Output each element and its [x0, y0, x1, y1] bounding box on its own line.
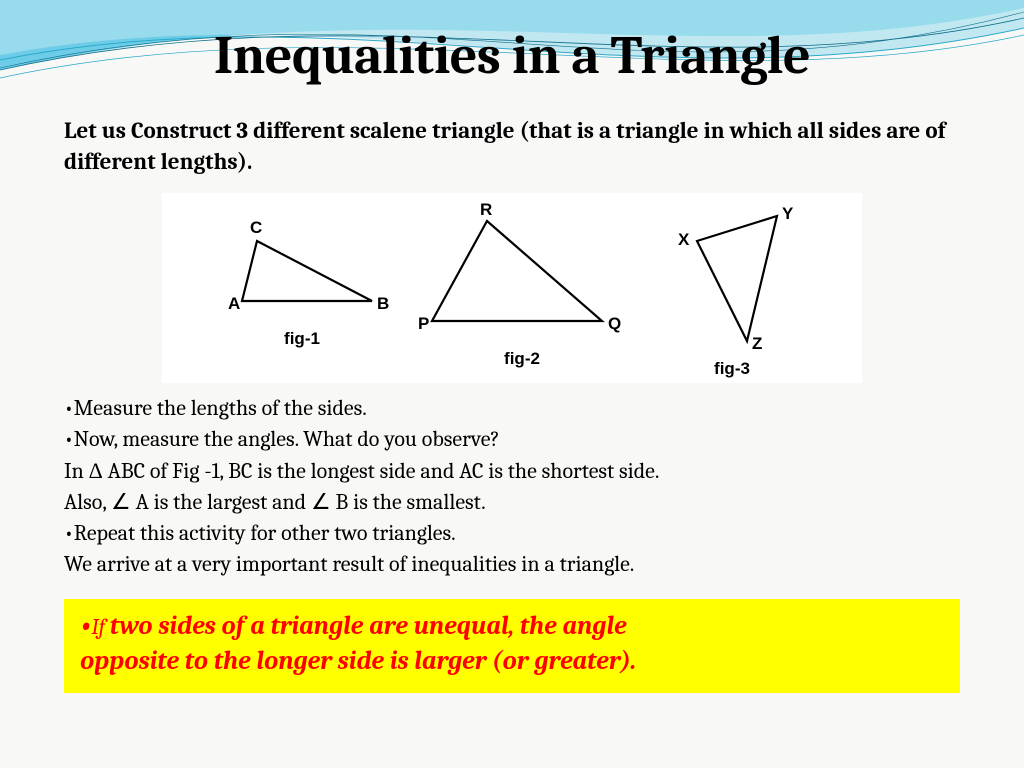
figure-2-label: fig-2 — [402, 349, 642, 369]
svg-text:A: A — [228, 294, 240, 313]
svg-text:Z: Z — [752, 334, 762, 353]
body-line-4: Also, ∠ A is the largest and ∠ B is the … — [64, 487, 960, 518]
slide-content: Inequalities in a Triangle Let us Constr… — [0, 0, 1024, 693]
body-line-1: •Measure the lengths of the sides. — [64, 393, 960, 424]
svg-text:C: C — [250, 218, 262, 237]
callout-lead: If — [92, 614, 110, 640]
body-line-6: We arrive at a very important result of … — [64, 549, 960, 580]
svg-text:X: X — [678, 230, 690, 249]
body-text: •Measure the lengths of the sides. •Now,… — [64, 393, 960, 580]
svg-text:P: P — [418, 314, 429, 333]
figure-3: X Y Z fig-3 — [642, 201, 822, 379]
body-line-2: •Now, measure the angles. What do you ob… — [64, 424, 960, 455]
svg-text:Q: Q — [608, 314, 621, 333]
body-line-5: •Repeat this activity for other two tria… — [64, 518, 960, 549]
svg-text:Y: Y — [782, 204, 794, 223]
body-line-3: In Δ ABC of Fig -1, BC is the longest si… — [64, 456, 960, 487]
figure-3-label: fig-3 — [642, 359, 822, 379]
figure-1: A B C fig-1 — [202, 201, 402, 379]
result-callout: •If two sides of a triangle are unequal,… — [64, 599, 960, 693]
slide-title: Inequalities in a Triangle — [64, 24, 960, 87]
figures-row: A B C fig-1 P Q R fig-2 X Y Z fig-3 — [162, 193, 862, 383]
intro-text: Let us Construct 3 different scalene tri… — [64, 115, 960, 177]
callout-bullet: • — [80, 611, 92, 641]
svg-text:R: R — [480, 201, 492, 219]
svg-text:B: B — [377, 294, 389, 313]
figure-1-label: fig-1 — [202, 329, 402, 349]
figure-2: P Q R fig-2 — [402, 201, 642, 379]
callout-text-2: opposite to the longer side is larger (o… — [80, 646, 636, 676]
callout-text-1: two sides of a triangle are unequal, the… — [110, 611, 627, 641]
